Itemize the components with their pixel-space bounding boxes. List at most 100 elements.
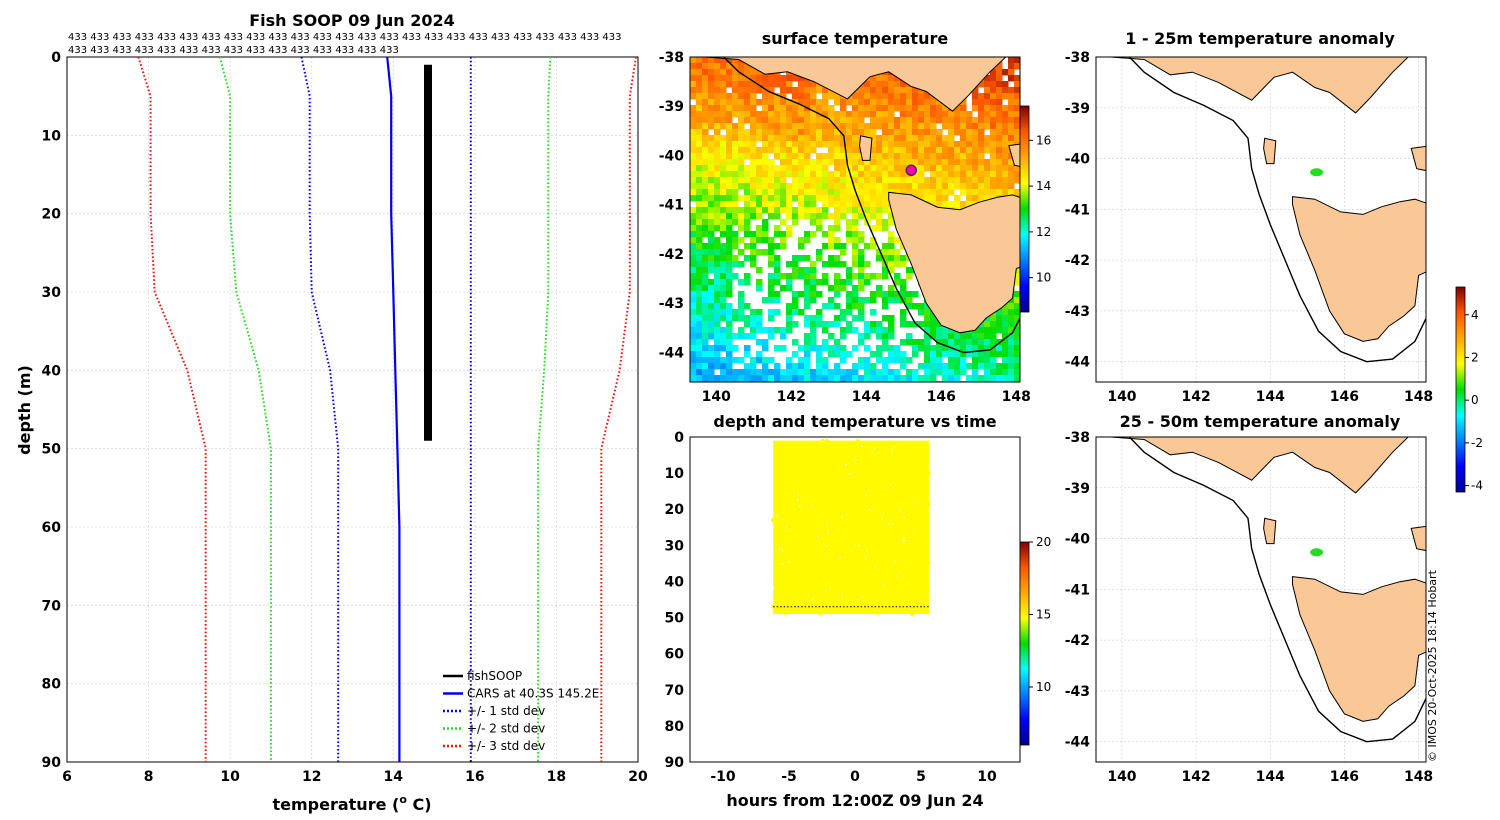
sst-cell	[786, 285, 793, 292]
sst-cell	[996, 87, 1003, 94]
sst-cell	[744, 75, 751, 82]
timeseries-point	[817, 569, 822, 574]
sst-cell	[738, 147, 745, 154]
sst-cell	[882, 303, 889, 310]
sst-cell	[732, 189, 739, 196]
sst-cell	[834, 237, 841, 244]
sst-cell	[906, 189, 913, 196]
sst-cell	[888, 153, 895, 160]
sst-cell	[696, 345, 703, 352]
timeseries-point	[774, 500, 779, 505]
sst-cell	[864, 345, 871, 352]
sst-cell	[792, 153, 799, 160]
sst-cell	[780, 147, 787, 154]
sst-cell	[834, 351, 841, 358]
sst-cell	[792, 75, 799, 82]
timeseries-gap	[845, 463, 847, 466]
sst-cell	[966, 135, 973, 142]
sst-cell	[1002, 141, 1009, 148]
sst-cell	[696, 69, 703, 76]
sst-cell	[876, 81, 883, 88]
sst-cell	[888, 291, 895, 298]
sst-cell	[930, 333, 937, 340]
sst-cell	[882, 87, 889, 94]
sst-cell	[870, 237, 877, 244]
sst-cell	[822, 327, 829, 334]
sst-cell	[714, 99, 721, 106]
sst-cell	[750, 363, 757, 370]
sst-cell	[744, 117, 751, 124]
timeseries-point	[925, 587, 931, 593]
timeseries-point	[890, 555, 896, 560]
sst-cell	[768, 99, 775, 106]
sst-cell	[696, 237, 703, 244]
sst-cell	[858, 315, 865, 322]
sst-cell	[708, 171, 715, 178]
timeseries-point	[802, 609, 808, 614]
sst-cell	[762, 207, 769, 214]
sst-cell	[720, 291, 727, 298]
sst-cell	[726, 261, 733, 268]
sample-count-row-1: 433 433 433 433 433 433 433 433 433 433 …	[68, 32, 621, 43]
sst-cell	[828, 159, 835, 166]
sst-cell	[858, 357, 865, 364]
sst-cell	[864, 177, 871, 184]
sst-cell	[876, 195, 883, 202]
y-tick-label: 10	[665, 466, 685, 482]
sst-cell	[690, 369, 697, 376]
sst-cell	[1014, 135, 1020, 142]
sst-cell	[696, 87, 703, 94]
sst-cell	[786, 225, 793, 232]
sst-cell	[816, 279, 823, 286]
sst-cell	[882, 249, 889, 256]
sst-cell	[702, 327, 709, 334]
sst-cell	[732, 171, 739, 178]
sst-cell	[714, 237, 721, 244]
sst-cell	[750, 147, 757, 154]
sst-cell	[714, 129, 721, 136]
sst-cell	[720, 339, 727, 346]
sst-cell	[966, 141, 973, 148]
sst-cell	[690, 93, 697, 100]
sst-cell	[924, 195, 931, 202]
sst-cell	[756, 375, 763, 382]
timeseries-point	[868, 550, 873, 556]
sst-cell	[894, 177, 901, 184]
sst-cell	[822, 261, 829, 268]
sst-cell	[984, 363, 991, 370]
sst-cell	[768, 309, 775, 316]
timeseries-point	[803, 565, 809, 571]
sst-cell	[894, 141, 901, 148]
sst-cell	[804, 153, 811, 160]
sst-cell	[702, 117, 709, 124]
sst-cell	[762, 189, 769, 196]
sst-cell	[840, 111, 847, 118]
sst-cell	[918, 177, 925, 184]
sst-cell	[720, 189, 727, 196]
sst-cell	[696, 195, 703, 202]
sst-cell	[876, 93, 883, 100]
sst-cell	[696, 333, 703, 340]
sst-cell	[702, 183, 709, 190]
sst-cell	[822, 165, 829, 172]
land-flinders-island	[1410, 145, 1426, 172]
sst-cell	[756, 213, 763, 220]
land-mainland	[1110, 437, 1409, 494]
sst-cell	[708, 219, 715, 226]
sst-cell	[810, 195, 817, 202]
timeseries-point	[873, 533, 878, 538]
sst-cell	[768, 189, 775, 196]
timeseries-point	[867, 569, 872, 574]
sst-cell	[732, 375, 739, 382]
sst-cell	[1008, 165, 1015, 172]
xlabel-tail: C)	[407, 795, 432, 814]
lon-tick-label: 146	[1330, 769, 1359, 785]
sst-cell	[816, 345, 823, 352]
sst-cell	[846, 369, 853, 376]
sst-cell	[882, 123, 889, 130]
sst-cell	[696, 147, 703, 154]
sst-cell	[720, 141, 727, 148]
sst-cell	[918, 363, 925, 370]
sst-cell	[696, 327, 703, 334]
